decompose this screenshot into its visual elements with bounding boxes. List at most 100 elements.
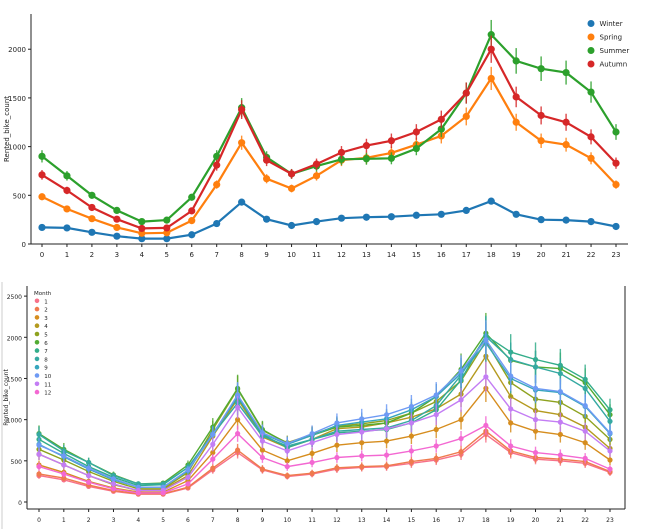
data-point [113,206,121,214]
legend-label: Winter [600,20,623,28]
legend-marker [34,381,40,387]
data-point [607,466,613,472]
data-point [412,144,420,153]
data-point [508,443,514,449]
data-point [612,222,620,231]
data-point [138,235,146,243]
legend-label: 8 [44,357,48,363]
data-point [287,221,296,230]
data-point [383,463,390,469]
data-point [458,397,464,403]
data-point [537,216,545,224]
data-point [160,490,166,496]
data-point [284,448,290,454]
legend-item: Winter [587,20,623,28]
x-tick-label: 21 [557,517,565,524]
data-point [557,370,563,377]
x-tick-label: 13 [358,517,366,524]
data-point [334,420,340,426]
legend-marker [34,331,40,337]
legend-item: 7 [34,348,48,355]
data-point [284,458,290,464]
data-point [284,440,290,447]
data-point [235,392,241,398]
x-tick-label: 2 [90,251,94,259]
data-point [235,431,241,437]
data-point [387,137,395,145]
legend-label: 11 [44,382,51,388]
data-point [532,417,539,423]
data-point [61,453,67,459]
data-point [63,172,71,180]
series-line [41,199,617,240]
y-axis-label: Rented_bike_count [3,96,11,162]
x-tick-label: 19 [512,251,521,259]
data-point [483,374,489,380]
data-point [309,450,315,457]
data-point [138,218,146,226]
data-point [562,141,570,149]
legend-item: 3 [34,315,48,322]
data-point [210,465,216,471]
legend-item: 9 [34,364,48,372]
data-point [387,154,395,162]
x-tick-label: 6 [190,251,195,259]
data-point [362,155,371,163]
data-point [334,454,340,461]
data-point [557,419,563,425]
data-point [88,191,96,199]
data-point [412,211,420,219]
data-point [359,440,365,446]
x-tick-label: 13 [362,251,371,259]
series-line [38,335,611,485]
data-point [188,217,196,225]
data-point [213,161,221,169]
data-point [562,216,570,224]
data-point [63,205,71,213]
data-point [63,186,71,195]
x-tick-label: 23 [612,251,621,259]
data-point [612,180,620,189]
data-point [587,218,595,226]
data-point [582,385,588,391]
legend-label: 6 [44,341,48,347]
x-tick-label: 16 [437,251,446,259]
x-tick-label: 5 [161,517,165,524]
data-point [532,449,539,456]
legend-marker [34,340,40,345]
data-point [238,139,246,147]
data-point [263,215,271,223]
legend-item: Spring [587,33,622,42]
data-point [110,486,117,492]
data-point [433,426,439,433]
data-point [607,418,613,424]
y-tick-label: 1500 [7,376,22,383]
x-tick-label: 16 [432,517,440,524]
data-point [587,88,595,96]
data-point [38,223,46,232]
data-point [557,452,563,458]
x-tick-label: 12 [333,517,341,524]
data-point [210,431,216,438]
data-point [437,115,445,123]
data-point [88,228,96,236]
data-point [483,337,489,343]
data-point [110,476,117,482]
data-point [259,447,266,453]
data-point [61,471,67,477]
data-point [63,224,71,232]
data-point [532,428,539,434]
legend-marker [34,298,40,304]
legend-marker [34,348,40,353]
series-Summer [38,19,620,226]
series-line [41,46,617,230]
data-point [433,455,439,461]
legend-label: 2 [44,308,48,314]
x-tick-label: 9 [261,517,265,524]
legend-item: 10 [34,373,52,380]
data-point [86,459,92,466]
data-point [582,455,588,461]
data-point [532,364,539,370]
x-tick-label: 23 [606,517,614,524]
